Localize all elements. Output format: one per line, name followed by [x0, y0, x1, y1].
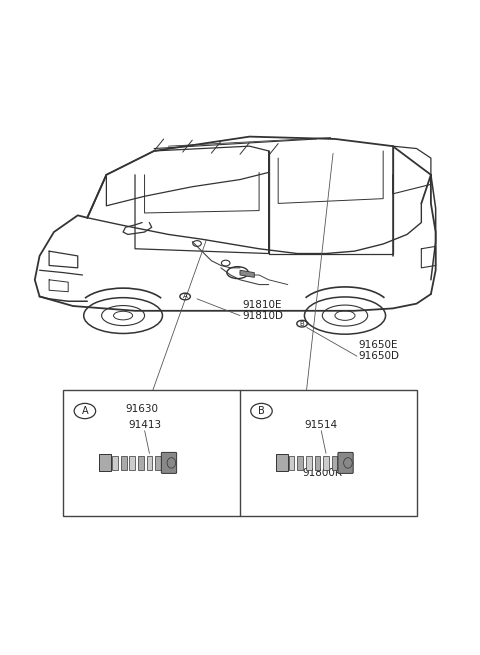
Text: 91650E: 91650E — [359, 340, 398, 350]
FancyBboxPatch shape — [130, 456, 135, 470]
FancyBboxPatch shape — [306, 456, 312, 470]
Text: 91650D: 91650D — [359, 351, 399, 361]
FancyBboxPatch shape — [112, 456, 118, 470]
Text: 91630: 91630 — [125, 403, 158, 413]
FancyBboxPatch shape — [298, 456, 303, 470]
FancyBboxPatch shape — [161, 453, 177, 474]
Text: 91800R: 91800R — [302, 468, 342, 478]
FancyBboxPatch shape — [155, 456, 161, 470]
FancyBboxPatch shape — [314, 456, 320, 470]
FancyBboxPatch shape — [99, 455, 111, 472]
FancyBboxPatch shape — [323, 456, 329, 470]
Text: A: A — [82, 406, 88, 416]
FancyBboxPatch shape — [63, 390, 417, 516]
Text: B: B — [258, 406, 265, 416]
Text: 91810D: 91810D — [242, 310, 283, 320]
Text: B: B — [300, 321, 304, 327]
FancyBboxPatch shape — [138, 456, 144, 470]
FancyBboxPatch shape — [121, 456, 127, 470]
Polygon shape — [240, 271, 254, 277]
Text: 91413: 91413 — [128, 420, 161, 430]
Text: 91810E: 91810E — [242, 299, 282, 310]
Text: A: A — [183, 293, 188, 299]
Text: 91514: 91514 — [305, 420, 338, 430]
FancyBboxPatch shape — [146, 456, 152, 470]
FancyBboxPatch shape — [276, 455, 288, 472]
FancyBboxPatch shape — [289, 456, 295, 470]
FancyBboxPatch shape — [338, 453, 353, 474]
FancyBboxPatch shape — [332, 456, 337, 470]
